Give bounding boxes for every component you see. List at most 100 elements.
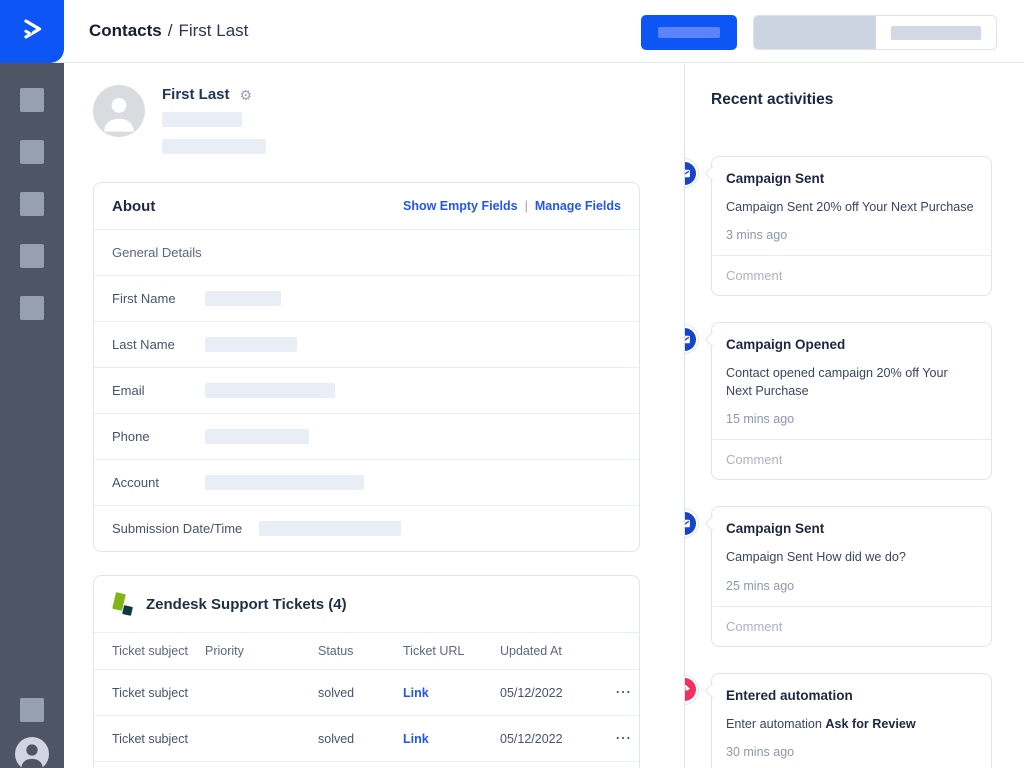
redacted-field-value xyxy=(205,429,309,444)
recent-activities-title: Recent activities xyxy=(711,91,834,108)
about-field-row: Last Name xyxy=(94,322,639,368)
activity-badge xyxy=(685,324,699,355)
col-status: Status xyxy=(318,644,354,658)
about-field-row: Phone xyxy=(94,414,639,460)
email-icon xyxy=(685,335,690,344)
sidebar-bottom-item-icon[interactable] xyxy=(20,698,44,722)
activity-item: Campaign Sent Campaign Sent How did we d… xyxy=(685,506,992,647)
sidebar-nav-item-icon[interactable] xyxy=(20,88,44,112)
redacted-button-label xyxy=(891,25,981,40)
activity-timestamp: 25 mins ago xyxy=(726,578,795,593)
activity-title: Entered automation xyxy=(726,687,853,703)
redacted-field-value xyxy=(205,383,335,398)
sidebar-nav-item-icon[interactable] xyxy=(20,296,44,320)
sidebar-nav-item-icon[interactable] xyxy=(20,192,44,216)
secondary-button-left[interactable] xyxy=(754,16,876,49)
contact-profile-header: First Last ⚙ xyxy=(93,85,684,154)
zendesk-icon xyxy=(112,591,133,616)
activity-timestamp: 30 mins ago xyxy=(726,744,795,759)
secondary-button-group xyxy=(753,15,997,50)
breadcrumb-section[interactable]: Contacts xyxy=(89,21,162,40)
redacted-field-value xyxy=(205,337,297,352)
ticket-subject: Ticket subject xyxy=(112,731,188,746)
activity-badge xyxy=(685,508,699,539)
redacted-field-value xyxy=(259,521,402,536)
comment-input[interactable]: Comment xyxy=(712,605,991,646)
col-ticket-subject: Ticket subject xyxy=(112,644,188,658)
ticket-link[interactable]: Link xyxy=(403,685,429,700)
activity-timestamp: 15 mins ago xyxy=(726,412,795,427)
breadcrumb: Contacts / First Last xyxy=(89,0,248,62)
tickets-title: Zendesk Support Tickets (4) xyxy=(146,595,347,613)
about-title: About xyxy=(112,197,156,215)
field-label: Account xyxy=(112,475,159,490)
email-icon xyxy=(685,169,690,177)
tickets-table-header: Ticket subject Priority Status Ticket UR… xyxy=(94,633,639,670)
activity-badge xyxy=(685,158,699,188)
activity-description: Campaign Sent How did we do? xyxy=(726,550,906,565)
sidebar-nav-item-icon[interactable] xyxy=(20,140,44,164)
gear-icon[interactable]: ⚙ xyxy=(239,86,253,103)
breadcrumb-separator: / xyxy=(167,21,173,40)
ticket-status: solved xyxy=(318,685,355,700)
show-empty-fields-link[interactable]: Show Empty Fields xyxy=(403,199,518,213)
activity-item: Campaign Opened Contact opened campaign … xyxy=(685,322,992,481)
redacted-contact-field xyxy=(162,112,242,127)
activity-title: Campaign Sent xyxy=(726,521,825,537)
activity-item: Entered automation Enter automation Ask … xyxy=(685,672,992,768)
field-label: Submission Date/Time xyxy=(112,521,243,536)
col-updated-at: Updated At xyxy=(500,644,562,658)
comment-input[interactable]: Comment xyxy=(712,255,991,295)
breadcrumb-current: First Last xyxy=(178,21,249,40)
col-ticket-url: Ticket URL xyxy=(403,644,465,658)
primary-action-button[interactable] xyxy=(641,15,737,50)
field-label: Phone xyxy=(112,429,150,444)
ticket-status: solved xyxy=(318,731,355,746)
col-priority: Priority xyxy=(205,644,244,658)
redacted-field-value xyxy=(205,291,281,306)
secondary-button-right[interactable] xyxy=(876,16,996,49)
email-icon xyxy=(685,519,690,527)
row-menu-button[interactable]: ⋯ xyxy=(615,683,632,701)
activity-title: Campaign Opened xyxy=(726,337,846,353)
about-card: About Show Empty Fields | Manage Fields … xyxy=(93,182,640,552)
comment-input[interactable]: Comment xyxy=(712,439,991,479)
about-section-label: General Details xyxy=(112,245,202,260)
redacted-contact-field xyxy=(162,139,266,154)
sidebar-nav-item-icon[interactable] xyxy=(20,244,44,268)
activity-description: Contact opened campaign 20% off Your Nex… xyxy=(726,366,948,398)
ticket-row: Ticket subject solved Link 05/12/2022 ⋯ xyxy=(94,670,639,716)
ticket-row: Ticket subject open Link 05/12/2022 ⋯ xyxy=(94,762,639,768)
top-bar: Contacts / First Last xyxy=(0,0,1024,63)
activity-item: Campaign Sent Campaign Sent 20% off Your… xyxy=(685,156,992,297)
manage-fields-link[interactable]: Manage Fields xyxy=(534,199,621,213)
row-menu-button[interactable]: ⋯ xyxy=(615,729,632,747)
ticket-link[interactable]: Link xyxy=(403,731,429,746)
about-section-row: General Details xyxy=(94,230,639,276)
activity-card: Campaign Opened Contact opened campaign … xyxy=(704,322,992,481)
app-logo[interactable] xyxy=(0,0,64,63)
about-card-header: About Show Empty Fields | Manage Fields xyxy=(94,183,639,230)
ticket-subject: Ticket subject xyxy=(112,685,188,700)
link-divider: | xyxy=(524,199,528,213)
activity-title: Campaign Sent xyxy=(726,171,825,186)
field-label: Email xyxy=(112,383,145,398)
sidebar-nav xyxy=(0,62,64,768)
user-avatar-icon[interactable] xyxy=(15,737,49,768)
ticket-updated: 05/12/2022 xyxy=(500,731,563,746)
activity-badge xyxy=(685,674,699,705)
about-field-row: Email xyxy=(94,368,639,414)
field-label: Last Name xyxy=(112,337,175,352)
activity-description: Campaign Sent 20% off Your Next Purchase xyxy=(726,200,974,214)
activity-card: Entered automation Enter automation Ask … xyxy=(704,672,992,768)
contact-detail-main: First Last ⚙ About Show Empty Fields | M… xyxy=(64,63,684,768)
automation-icon xyxy=(685,684,691,691)
about-field-row: Submission Date/Time xyxy=(94,506,639,551)
zendesk-tickets-card: Zendesk Support Tickets (4) Ticket subje… xyxy=(93,575,640,768)
activity-card: Campaign Sent Campaign Sent 20% off Your… xyxy=(704,156,992,297)
about-field-row: Account xyxy=(94,460,639,506)
tickets-card-header: Zendesk Support Tickets (4) xyxy=(94,576,639,633)
activity-timestamp: 3 mins ago xyxy=(726,228,788,243)
activecampaign-chevron-icon xyxy=(17,14,47,49)
